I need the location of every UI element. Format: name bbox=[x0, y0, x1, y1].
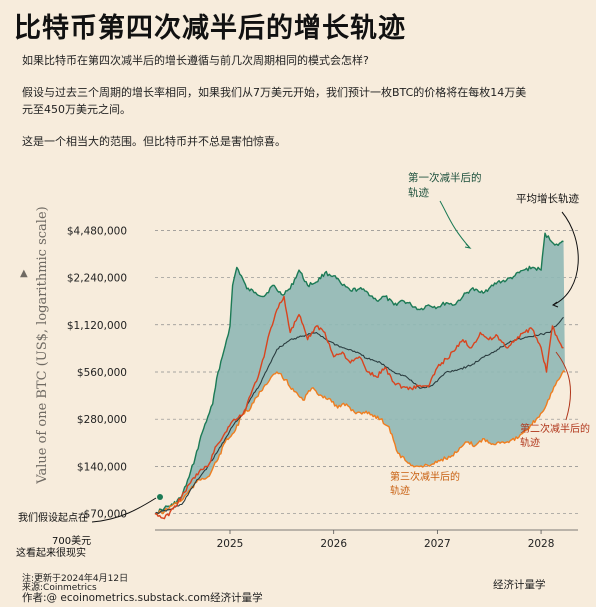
series-line-average bbox=[154, 316, 564, 515]
y-axis-arrow-icon: ▲ bbox=[20, 268, 28, 279]
series-line-second-halving bbox=[154, 295, 564, 520]
y-tick-label: $140,000 bbox=[77, 461, 127, 473]
x-tick-label: 2028 bbox=[528, 538, 555, 550]
y-tick-label: $70,000 bbox=[84, 509, 127, 521]
first-halving-arrow bbox=[439, 200, 471, 249]
x-tick-label: 2026 bbox=[320, 538, 347, 550]
second-halving-arrow bbox=[555, 351, 572, 421]
average-arrow-head-icon bbox=[551, 301, 559, 308]
first-halving-label-2: 轨迹 bbox=[408, 186, 429, 199]
series-lines bbox=[154, 232, 566, 520]
start-label: 我们假设起点在 bbox=[18, 511, 88, 524]
y-tick-label: $1,120,000 bbox=[67, 320, 127, 332]
page-title: 比特币第四次减半后的增长轨迹 bbox=[14, 13, 406, 44]
start-arrow bbox=[91, 497, 157, 523]
x-tick-label: 2027 bbox=[424, 538, 451, 550]
source-text: 来源:Coinmetrics bbox=[22, 583, 97, 593]
series-line-first-halving bbox=[154, 232, 564, 515]
author-text: 作者:@ ecoinometrics.substack.com经济计量学 bbox=[22, 592, 263, 604]
start-point bbox=[157, 494, 163, 500]
assumption-text-line1: 假设与过去三个周期的增长率相同，如果我们从7万美元开始，我们预计一枚BTC的价格… bbox=[22, 86, 527, 99]
range-band bbox=[155, 233, 565, 515]
series-line-third-halving bbox=[155, 370, 566, 515]
start-label-3: 这看起来很现实 bbox=[16, 546, 86, 559]
average-arrow bbox=[552, 211, 579, 306]
intro-text: 如果比特币在第四次减半后的增长遵循与前几次周期相同的模式会怎样? bbox=[22, 54, 369, 67]
y-tick-label: $560,000 bbox=[77, 367, 127, 379]
third-halving-label: 第三次减半后的 bbox=[390, 470, 460, 483]
y-tick-label: $280,000 bbox=[77, 414, 127, 426]
first-halving-label: 第一次减半后的 bbox=[408, 171, 482, 184]
x-tick-label: 2025 bbox=[217, 538, 244, 550]
y-tick-label: $2,240,000 bbox=[67, 273, 127, 285]
average-label: 平均增长轨迹 bbox=[516, 192, 579, 205]
third-halving-label-2: 轨迹 bbox=[390, 484, 410, 497]
assumption-text-line2: 元至450万美元之间。 bbox=[22, 103, 131, 116]
second-halving-label: 第二次减半后的 bbox=[520, 422, 590, 435]
start-label-2: 700美元 bbox=[52, 534, 91, 547]
second-halving-label-2: 轨迹 bbox=[520, 436, 540, 449]
y-axis-label: Value of one BTC (US$, logarithmic scale… bbox=[35, 206, 50, 484]
first-halving-arrow-head-icon bbox=[464, 243, 472, 249]
brand-logo: 经济计量学 bbox=[493, 579, 546, 591]
note-text: 注:更新于2024年4月12日 bbox=[22, 574, 129, 584]
y-tick-label: $4,480,000 bbox=[67, 225, 127, 237]
remark-text: 这是一个相当大的范围。但比特币并不总是害怕惊喜。 bbox=[22, 135, 286, 148]
